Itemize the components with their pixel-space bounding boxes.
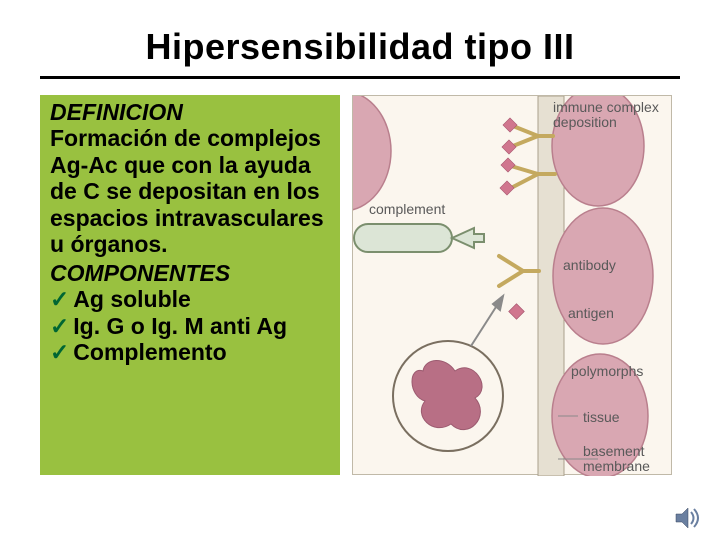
label-immune-complex: immune complex deposition: [553, 100, 663, 129]
bullet-3: ✓Complemento: [50, 339, 330, 365]
slide: Hipersensibilidad tipo III DEFINICION Fo…: [0, 0, 720, 540]
label-basement-membrane: basement membrane: [583, 444, 663, 473]
speaker-icon: [674, 506, 702, 530]
bullet-2-text: Ig. G o Ig. M anti Ag: [73, 313, 287, 339]
title-divider: [40, 76, 680, 79]
label-complement: complement: [369, 202, 445, 217]
diagram-panel: immune complex deposition complement ant…: [352, 95, 672, 475]
bullet-3-text: Complemento: [73, 339, 226, 365]
definition-heading: DEFINICION: [50, 99, 330, 125]
label-polymorphs: polymorphs: [571, 364, 643, 379]
definition-text: Formación de complejos Ag-Ac que con la …: [50, 125, 330, 257]
components-heading: COMPONENTES: [50, 260, 330, 286]
bullet-1-text: Ag soluble: [73, 286, 191, 312]
check-icon: ✓: [50, 339, 69, 365]
label-tissue: tissue: [583, 410, 620, 425]
bullet-1: ✓Ag soluble: [50, 286, 330, 312]
diagram-svg: [353, 96, 673, 476]
bullet-2: ✓Ig. G o Ig. M anti Ag: [50, 313, 330, 339]
label-antibody: antibody: [563, 258, 616, 273]
check-icon: ✓: [50, 286, 69, 312]
content-row: DEFINICION Formación de complejos Ag-Ac …: [40, 95, 680, 475]
definition-box: DEFINICION Formación de complejos Ag-Ac …: [40, 95, 340, 475]
check-icon: ✓: [50, 313, 69, 339]
label-antigen: antigen: [568, 306, 614, 321]
slide-title: Hipersensibilidad tipo III: [40, 26, 680, 68]
